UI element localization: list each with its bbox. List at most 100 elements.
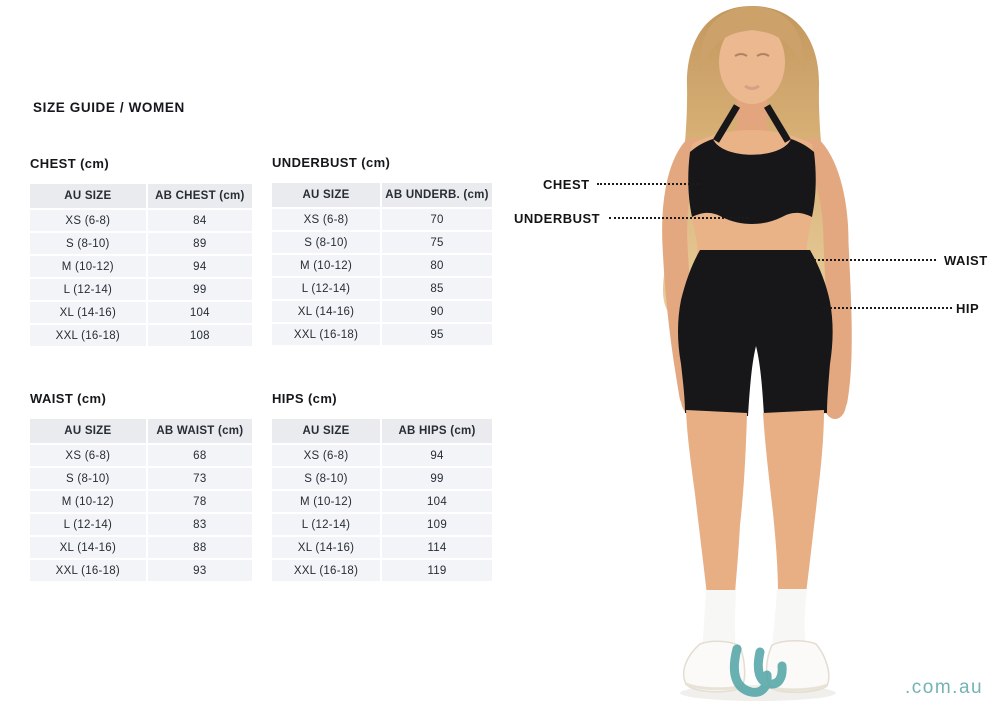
measurement-cell: 83 xyxy=(147,514,252,537)
size-cell: XXL (16-18) xyxy=(272,324,382,347)
size-cell: L (12-14) xyxy=(272,514,382,537)
table-row: XL (14-16) 88 xyxy=(30,537,252,560)
table-row: XXL (16-18) 119 xyxy=(272,560,492,583)
table-row: M (10-12) 104 xyxy=(272,491,492,514)
column-header-hips: AB HIPS (cm) xyxy=(382,419,492,445)
measurement-cell: 94 xyxy=(382,445,492,468)
measurement-cell: 75 xyxy=(382,232,492,255)
waist-table-heading: WAIST (cm) xyxy=(30,391,107,406)
measurement-cell: 70 xyxy=(382,209,492,232)
right-leg xyxy=(763,410,824,594)
measurement-cell: 78 xyxy=(147,491,252,514)
table-row: XXL (16-18) 108 xyxy=(30,325,252,348)
right-hand xyxy=(824,389,846,419)
chest-measure-label: CHEST xyxy=(543,177,590,192)
face-features xyxy=(734,53,770,90)
brand-logo xyxy=(729,644,787,697)
table-row: S (8-10) 75 xyxy=(272,232,492,255)
table-row: S (8-10) 99 xyxy=(272,468,492,491)
measurement-cell: 88 xyxy=(147,537,252,560)
measurement-cell: 99 xyxy=(382,468,492,491)
column-header-au-size: AU SIZE xyxy=(272,419,382,445)
table-row: M (10-12) 94 xyxy=(30,256,252,279)
measurement-cell: 104 xyxy=(382,491,492,514)
bra-strap-right xyxy=(763,104,792,143)
column-header-au-size: AU SIZE xyxy=(272,183,382,209)
size-cell: XS (6-8) xyxy=(272,445,382,468)
table-row: L (12-14) 85 xyxy=(272,278,492,301)
hips-size-table: AU SIZE AB HIPS (cm) XS (6-8) 94 S (8-10) 9… xyxy=(272,419,492,583)
measurement-cell: 80 xyxy=(382,255,492,278)
table-row: S (8-10) 89 xyxy=(30,233,252,256)
measurement-cell: 94 xyxy=(147,256,252,279)
size-cell: L (12-14) xyxy=(272,278,382,301)
table-row: XXL (16-18) 95 xyxy=(272,324,492,347)
size-cell: S (8-10) xyxy=(272,232,382,255)
table-row: L (12-14) 99 xyxy=(30,279,252,302)
table-row: L (12-14) 109 xyxy=(272,514,492,537)
table-row: S (8-10) 73 xyxy=(30,468,252,491)
hip-measure-label: HIP xyxy=(956,301,980,316)
table-row: M (10-12) 80 xyxy=(272,255,492,278)
size-cell: S (8-10) xyxy=(30,233,148,256)
table-row: XS (6-8) 68 xyxy=(30,445,252,468)
column-header-underbust: AB UNDERB. (cm) xyxy=(382,183,492,209)
measurement-cell: 119 xyxy=(382,560,492,583)
measurement-cell: 99 xyxy=(147,279,252,302)
size-cell: L (12-14) xyxy=(30,279,148,302)
hair-front xyxy=(699,6,805,72)
size-cell: XS (6-8) xyxy=(30,210,148,233)
table-header-row: AU SIZE AB UNDERB. (cm) xyxy=(272,183,492,209)
watermark-domain: .com.au xyxy=(905,677,984,698)
measurement-cell: 73 xyxy=(147,468,252,491)
chest-table-heading: CHEST (cm) xyxy=(30,156,110,171)
size-cell: S (8-10) xyxy=(30,468,148,491)
table-row: XXL (16-18) 93 xyxy=(30,560,252,583)
size-cell: M (10-12) xyxy=(272,491,382,514)
bike-shorts xyxy=(678,250,833,416)
size-cell: XL (14-16) xyxy=(272,301,382,324)
hip-measure-line xyxy=(823,307,952,309)
table-row: M (10-12) 78 xyxy=(30,491,252,514)
size-cell: XXL (16-18) xyxy=(30,325,148,348)
measurement-cell: 84 xyxy=(147,210,252,233)
underbust-size-table: AU SIZE AB UNDERB. (cm) XS (6-8) 70 S (8-1… xyxy=(272,183,492,347)
size-cell: XS (6-8) xyxy=(30,445,148,468)
column-header-chest: AB CHEST (cm) xyxy=(147,184,252,210)
measurement-cell: 68 xyxy=(147,445,252,468)
column-header-au-size: AU SIZE xyxy=(30,184,148,210)
right-arm xyxy=(799,137,852,413)
size-cell: XXL (16-18) xyxy=(272,560,382,583)
bra-strap-left xyxy=(712,104,741,143)
size-cell: L (12-14) xyxy=(30,514,148,537)
chest-size-table: AU SIZE AB CHEST (cm) XS (6-8) 84 S (8-10)… xyxy=(30,184,252,348)
underbust-measure-label: UNDERBUST xyxy=(514,211,601,226)
measurement-cell: 114 xyxy=(382,537,492,560)
chest-table-section: CHEST (cm) AU SIZE AB CHEST (cm) XS (6-8… xyxy=(30,156,252,348)
table-row: XS (6-8) 94 xyxy=(272,445,492,468)
table-header-row: AU SIZE AB CHEST (cm) xyxy=(30,184,252,210)
underbust-measure-line xyxy=(609,217,748,219)
measurement-cell: 90 xyxy=(382,301,492,324)
size-cell: M (10-12) xyxy=(30,491,148,514)
measurement-cell: 85 xyxy=(382,278,492,301)
waist-table-section: WAIST (cm) AU SIZE AB WAIST (cm) XS (6-8… xyxy=(30,391,252,583)
measurement-cell: 93 xyxy=(147,560,252,583)
size-cell: XXL (16-18) xyxy=(30,560,148,583)
table-row: XS (6-8) 84 xyxy=(30,210,252,233)
left-sock xyxy=(702,590,736,649)
table-row: L (12-14) 83 xyxy=(30,514,252,537)
underbust-table-heading: UNDERBUST (cm) xyxy=(272,155,391,170)
underbust-table-section: UNDERBUST (cm) AU SIZE AB UNDERB. (cm) X… xyxy=(272,155,492,347)
face xyxy=(719,20,785,104)
hips-table-section: HIPS (cm) AU SIZE AB HIPS (cm) XS (6-8) 9… xyxy=(272,391,492,583)
waist-measure-line xyxy=(810,259,936,261)
chest-measure-line xyxy=(597,183,701,185)
measurement-cell: 95 xyxy=(382,324,492,347)
size-cell: M (10-12) xyxy=(30,256,148,279)
size-cell: XL (14-16) xyxy=(30,537,148,560)
table-header-row: AU SIZE AB HIPS (cm) xyxy=(272,419,492,445)
measurement-cell: 104 xyxy=(147,302,252,325)
right-sock xyxy=(772,589,807,647)
